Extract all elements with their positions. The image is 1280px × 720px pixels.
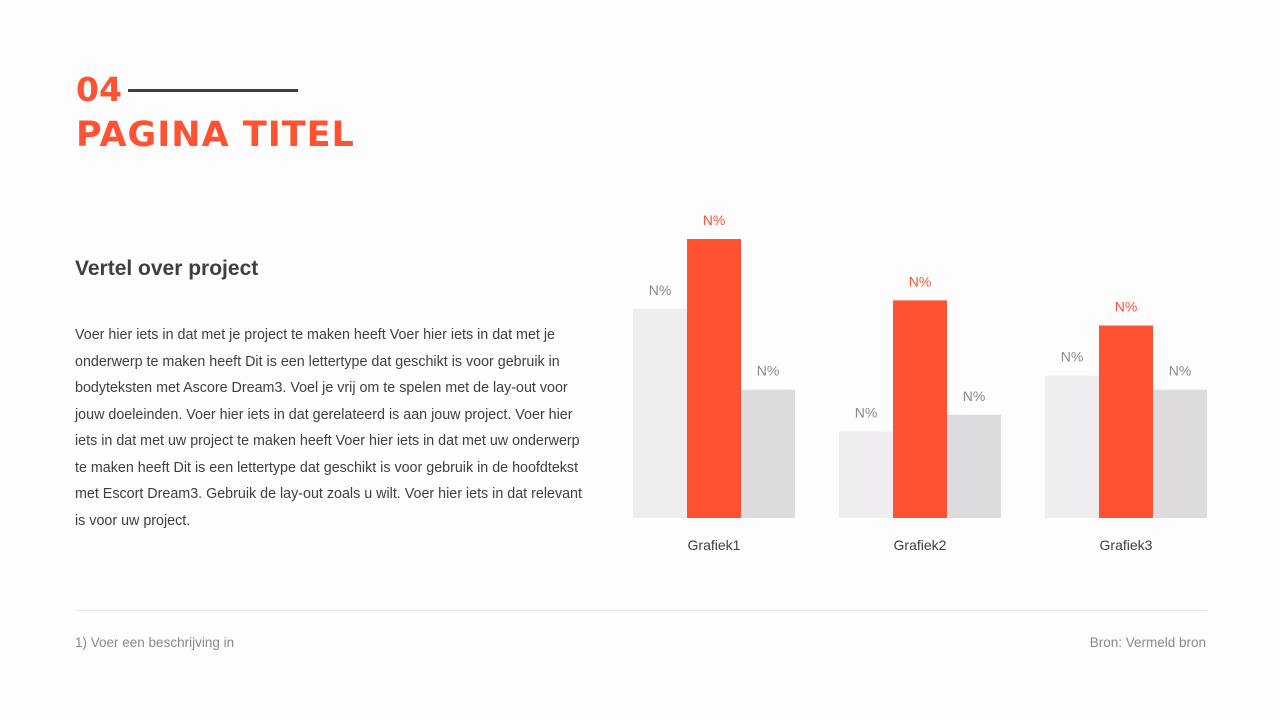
data-label: N% [963,388,986,404]
content-subtitle: Vertel over project [75,257,259,280]
data-label: N% [1061,349,1084,365]
data-label: N% [855,405,878,421]
bar-grafiek3-s1 [1045,375,1099,518]
footer-note: 1) Voer een beschrijving in [75,635,235,650]
data-label: N% [757,363,780,379]
footer-divider [76,610,1207,611]
data-label: N% [1115,298,1138,314]
bar-grafiek3-s2 [1099,325,1153,518]
data-label: N% [703,212,726,228]
content-body: Voer hier iets in dat met je project te … [75,327,582,529]
bar-grafiek1-s3 [741,389,795,518]
bar-grafiek2-s3 [947,414,1001,518]
bar-grafiek2-s2 [893,300,947,518]
bar-grafiek3-s3 [1153,389,1207,518]
bar-grafiek1-s1 [633,308,687,518]
bar-grafiek1-s2 [687,239,741,518]
category-label: Grafiek2 [894,537,947,553]
page-title: Pagina titel [76,115,355,155]
footer-source: Bron: Vermeld bron [1089,635,1206,650]
category-label: Grafiek1 [688,537,741,553]
category-label: Grafiek3 [1100,537,1153,553]
data-label: N% [909,273,932,289]
bar-grafiek2-s1 [839,431,893,518]
title-rule [128,89,298,92]
data-label: N% [649,282,672,298]
data-label: N% [1169,363,1192,379]
section-number: 04 [76,70,122,109]
